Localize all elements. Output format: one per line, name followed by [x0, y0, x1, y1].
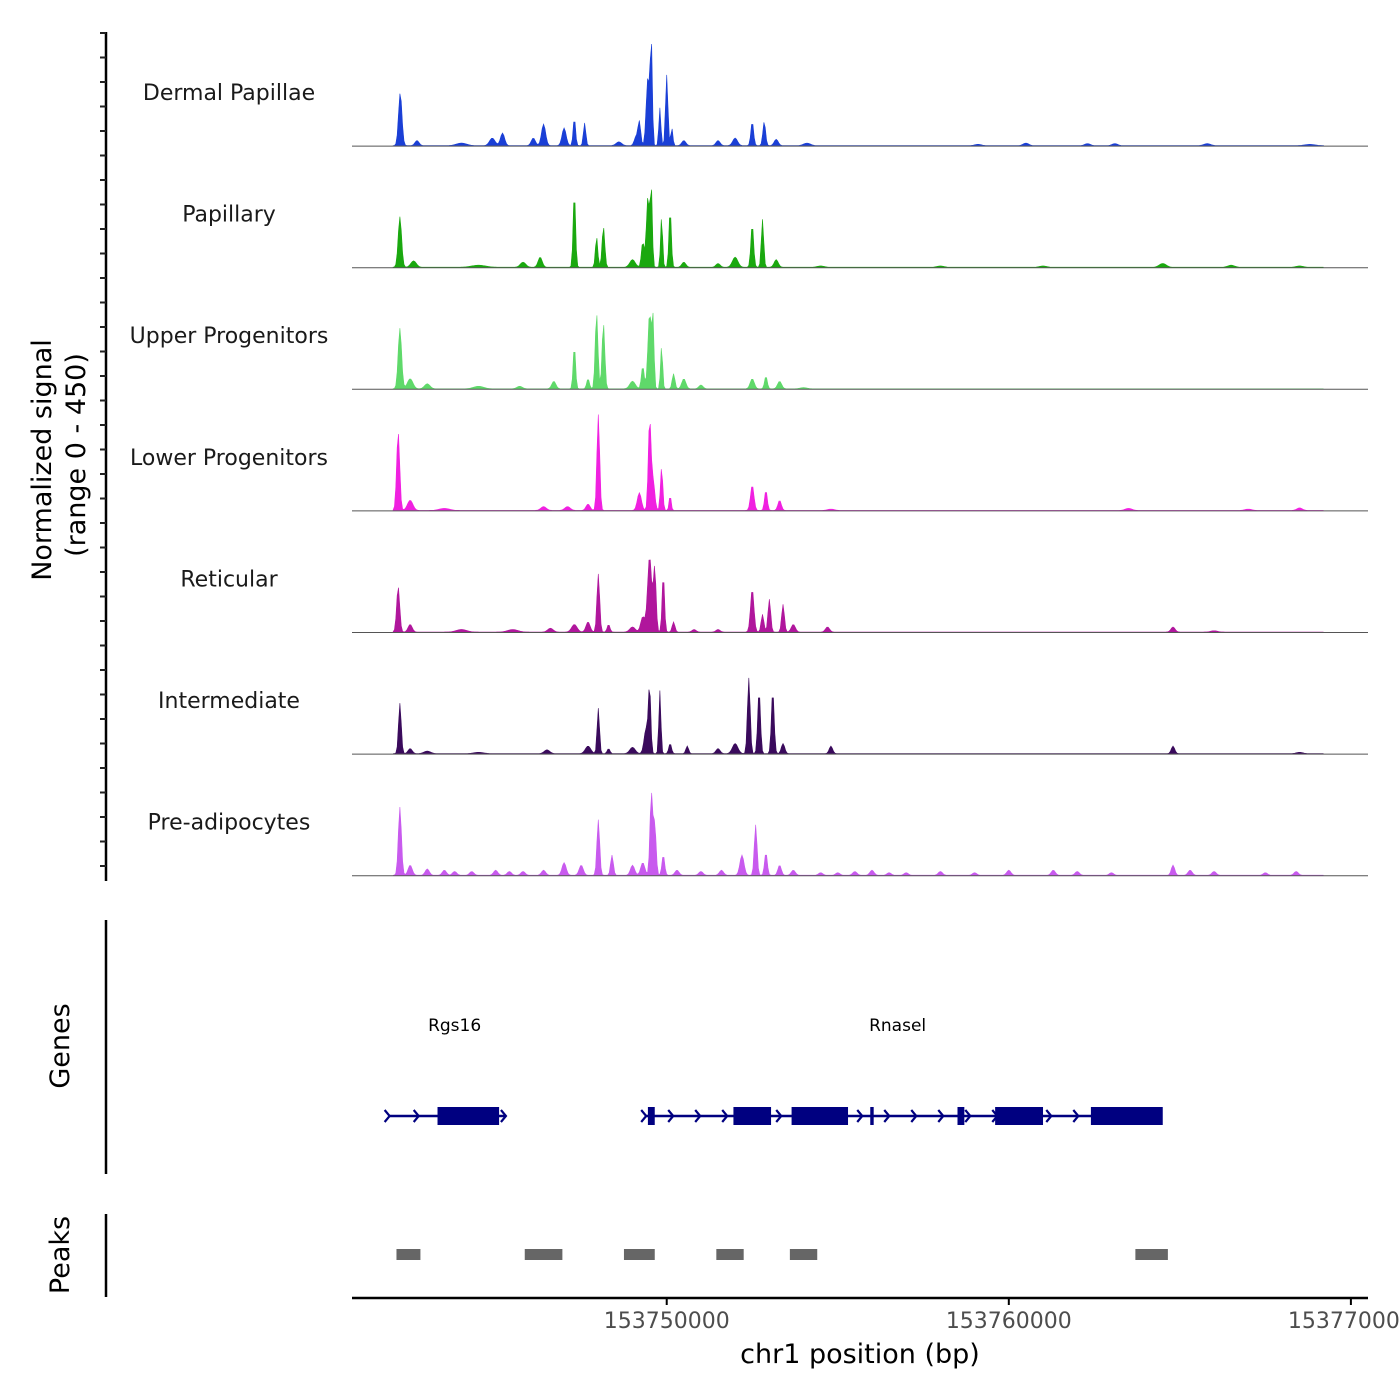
- strand-arrow: [937, 1109, 945, 1123]
- strand-arrow: [964, 1109, 972, 1123]
- track-label: Pre-adipocytes: [148, 811, 311, 836]
- track-lower-progenitors: Lower Progenitors: [130, 414, 1368, 512]
- x-tick-label: 153750000: [604, 1309, 730, 1334]
- signal-area: [393, 677, 1324, 754]
- gene-exon: [957, 1107, 965, 1125]
- signal-area: [393, 792, 1324, 876]
- strand-arrow: [640, 1109, 648, 1123]
- strand-arrow: [667, 1109, 675, 1123]
- track-label: Papillary: [182, 203, 276, 228]
- gene-exon: [733, 1107, 772, 1125]
- signal-area: [392, 414, 1324, 511]
- x-axis-title: chr1 position (bp): [740, 1339, 980, 1370]
- track-intermediate: Intermediate: [158, 677, 1368, 755]
- strand-arrow: [721, 1109, 729, 1123]
- peaks-panel: [104, 1214, 1168, 1297]
- signal-area: [392, 559, 1324, 633]
- strand-arrow: [412, 1109, 421, 1123]
- peak-region: [1135, 1249, 1168, 1260]
- track-label: Intermediate: [158, 689, 300, 714]
- signal-area: [392, 312, 1324, 390]
- gene-exon: [1090, 1107, 1163, 1125]
- track-papillary: Papillary: [182, 189, 1368, 269]
- coverage-panel: Dermal Papillae Papillary Upper Progenitor…: [100, 32, 1368, 881]
- y-axis-range: (range 0 - 450): [61, 353, 92, 557]
- strand-arrow: [694, 1109, 702, 1123]
- gene-exon: [791, 1107, 849, 1125]
- y-axis-titles: Normalized signal (range 0 - 450) Genes Pea…: [27, 339, 92, 1294]
- peaks-title: Peaks: [45, 1216, 76, 1294]
- strand-arrow: [1045, 1109, 1053, 1123]
- gene-label: Rnasel: [869, 1016, 926, 1036]
- genes-title: Genes: [45, 1003, 76, 1088]
- gene-label: Rgs16: [428, 1016, 481, 1036]
- track-upper-progenitors: Upper Progenitors: [130, 312, 1368, 390]
- x-axis: 153750000 153760000 153770000 chr1 position…: [352, 1296, 1400, 1370]
- track-dermal-papillae: Dermal Papillae: [143, 43, 1368, 147]
- signal-area: [392, 189, 1324, 268]
- gene-rnasel: Rnasel: [640, 1016, 1163, 1125]
- track-label: Dermal Papillae: [143, 81, 315, 106]
- gene-exon: [870, 1107, 874, 1125]
- track-label: Upper Progenitors: [130, 324, 329, 349]
- strand-arrow: [910, 1109, 918, 1123]
- peak-region: [623, 1249, 655, 1260]
- peak-region: [524, 1249, 563, 1260]
- genes-panel: Rgs16 Rnasel: [104, 920, 1163, 1174]
- strand-arrow: [383, 1109, 392, 1123]
- track-label: Reticular: [180, 567, 278, 592]
- strand-arrow: [883, 1109, 891, 1123]
- peak-region: [716, 1249, 744, 1260]
- strand-arrow: [775, 1109, 783, 1123]
- y-axis-title: Normalized signal: [27, 339, 58, 581]
- track-pre-adipocytes: Pre-adipocytes: [148, 792, 1368, 877]
- track-reticular: Reticular: [180, 559, 1368, 633]
- x-tick-label: 153770000: [1288, 1309, 1400, 1334]
- strand-arrow: [500, 1109, 508, 1123]
- gene-exon: [647, 1107, 655, 1125]
- peak-region: [789, 1249, 818, 1260]
- gene-exon: [995, 1107, 1044, 1125]
- gene-exon: [437, 1107, 500, 1125]
- gene-rgs16: Rgs16: [383, 1016, 508, 1125]
- x-tick-label: 153760000: [946, 1309, 1072, 1334]
- peak-region: [396, 1249, 421, 1260]
- strand-arrow: [1072, 1109, 1080, 1123]
- strand-arrow: [856, 1109, 864, 1123]
- track-label: Lower Progenitors: [130, 446, 328, 471]
- signal-area: [392, 43, 1324, 146]
